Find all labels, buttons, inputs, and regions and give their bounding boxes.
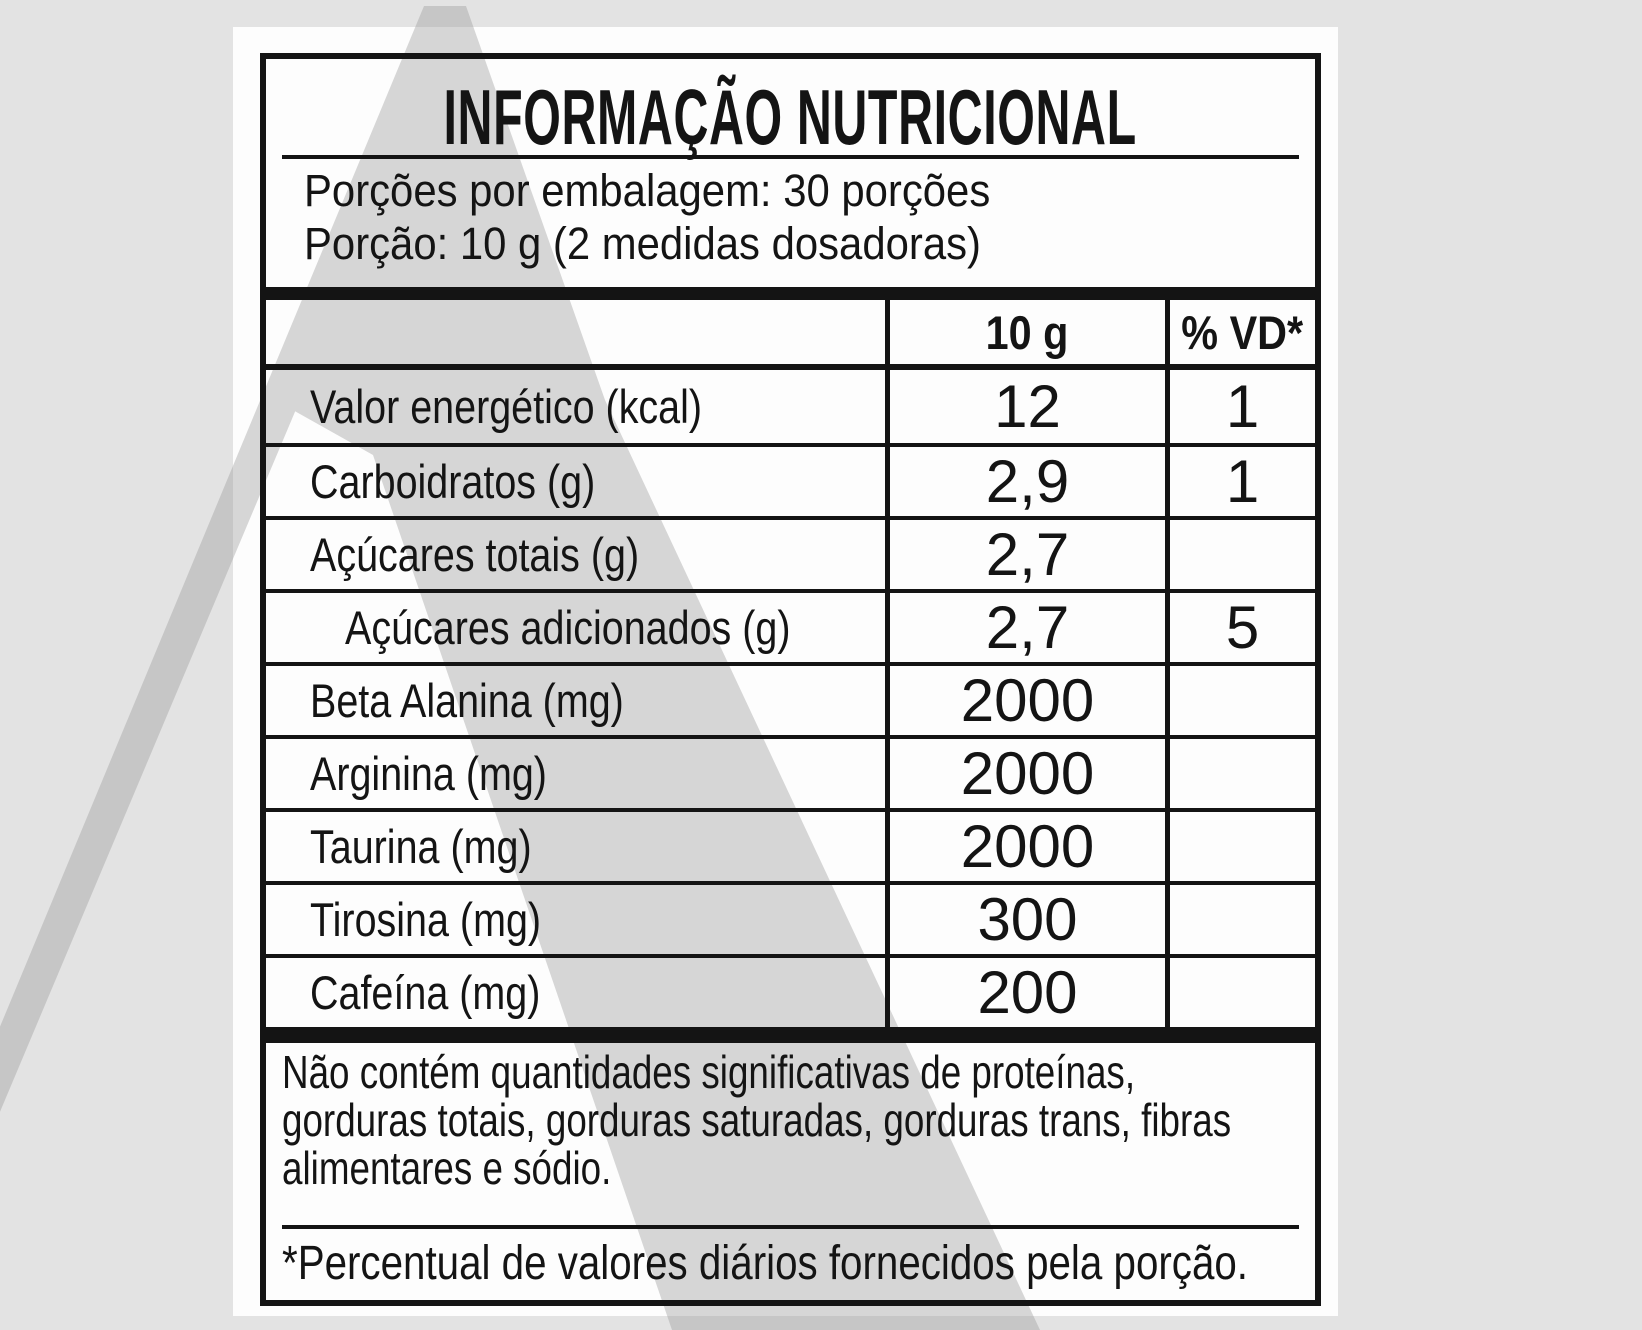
servings-per-package: Porções por embalagem: 30 porções: [304, 165, 991, 216]
header-nutrient-cell: [266, 300, 890, 364]
amount-value: 200: [977, 959, 1078, 1026]
amount-value: 2000: [960, 740, 1095, 807]
row-amount-value: 300: [890, 885, 1170, 954]
thick-bar-bottom: [266, 1027, 1315, 1043]
dv-value: 5: [1225, 594, 1260, 661]
amount-value: 2000: [960, 667, 1095, 734]
nutrient-name: Valor energético (kcal): [310, 380, 703, 433]
amount-value: 2,7: [985, 594, 1070, 661]
header-amount-label: 10 g: [986, 305, 1069, 359]
nutrient-name: Açúcares totais (g): [310, 528, 640, 581]
row-dv-value: [1170, 739, 1315, 808]
row-dv-value: 1: [1170, 447, 1315, 516]
nutrient-name: Arginina (mg): [310, 747, 547, 800]
header-dv-label: % VD*: [1181, 305, 1304, 359]
row-nutrient-label: Valor energético (kcal): [266, 370, 890, 443]
row-nutrient-label: Taurina (mg): [266, 812, 890, 881]
amount-value: 2,7: [985, 521, 1070, 588]
amount-value: 2000: [960, 813, 1095, 880]
note-divider: [282, 1225, 1299, 1229]
amount-value: 12: [994, 373, 1061, 440]
nutrient-name: Açúcares adicionados (g): [345, 601, 791, 654]
daily-value-footnote-text: *Percentual de valores diários fornecido…: [282, 1237, 1249, 1290]
note-line: gorduras totais, gorduras saturadas, gor…: [282, 1094, 1232, 1146]
table-row: Valor energético (kcal) 12 1: [266, 370, 1315, 443]
label-frame: INFORMAÇÃO NUTRICIONAL Porções por embal…: [260, 53, 1321, 1306]
row-dv-value: [1170, 885, 1315, 954]
row-nutrient-label: Carboidratos (g): [266, 447, 890, 516]
row-amount-value: 2000: [890, 739, 1170, 808]
row-dv-value: [1170, 520, 1315, 589]
table-row: Cafeína (mg) 200: [266, 954, 1315, 1027]
table-row: Açúcares totais (g) 2,7: [266, 516, 1315, 589]
row-dv-value: 5: [1170, 593, 1315, 662]
row-amount-value: 2000: [890, 812, 1170, 881]
note-line: Não contém quantidades significativas de…: [282, 1046, 1136, 1098]
dv-value: 1: [1225, 373, 1260, 440]
label-sheet: [233, 27, 1338, 1316]
nutrition-table-body: Valor energético (kcal) 12 1 Carboidratos (…: [266, 370, 1315, 1027]
table-row: Beta Alanina (mg) 2000: [266, 662, 1315, 735]
thick-bar-top: [266, 287, 1315, 300]
serving-info: Porções por embalagem: 30 porções Porção…: [304, 164, 1042, 270]
row-amount-value: 12: [890, 370, 1170, 443]
table-row: Tirosina (mg) 300: [266, 881, 1315, 954]
daily-value-footnote: *Percentual de valores diários fornecido…: [282, 1239, 1312, 1289]
nutrient-name: Tirosina (mg): [310, 893, 542, 946]
row-nutrient-label: Arginina (mg): [266, 739, 890, 808]
row-nutrient-label: Açúcares adicionados (g): [266, 593, 890, 662]
row-nutrient-label: Tirosina (mg): [266, 885, 890, 954]
nutrient-name: Beta Alanina (mg): [310, 674, 624, 727]
label-title-wrap: INFORMAÇÃO NUTRICIONAL: [266, 71, 1315, 163]
amount-value: 2,9: [985, 448, 1070, 515]
row-dv-value: [1170, 958, 1315, 1027]
portion-size: Porção: 10 g (2 medidas dosadoras): [304, 218, 981, 269]
row-nutrient-label: Cafeína (mg): [266, 958, 890, 1027]
insignificant-amounts-note: Não contém quantidades significativas de…: [282, 1048, 1312, 1192]
row-dv-value: [1170, 812, 1315, 881]
title-divider: [282, 155, 1299, 159]
amount-value: 300: [977, 886, 1078, 953]
nutrition-table: 10 g % VD* Valor energético (kcal) 12 1 Car…: [266, 300, 1315, 1027]
row-dv-value: 1: [1170, 370, 1315, 443]
row-amount-value: 200: [890, 958, 1170, 1027]
table-row: Taurina (mg) 2000: [266, 808, 1315, 881]
nutrient-name: Cafeína (mg): [310, 966, 541, 1019]
row-nutrient-label: Beta Alanina (mg): [266, 666, 890, 735]
table-row: Açúcares adicionados (g) 2,7 5: [266, 589, 1315, 662]
header-amount-cell: 10 g: [890, 300, 1170, 364]
note-line: alimentares e sódio.: [282, 1142, 612, 1194]
table-row: Arginina (mg) 2000: [266, 735, 1315, 808]
row-amount-value: 2000: [890, 666, 1170, 735]
row-nutrient-label: Açúcares totais (g): [266, 520, 890, 589]
table-header-row: 10 g % VD*: [266, 300, 1315, 370]
header-dv-cell: % VD*: [1170, 300, 1315, 364]
dv-value: 1: [1225, 448, 1260, 515]
nutrient-name: Taurina (mg): [310, 820, 532, 873]
row-amount-value: 2,7: [890, 593, 1170, 662]
row-dv-value: [1170, 666, 1315, 735]
nutrient-name: Carboidratos (g): [310, 455, 596, 508]
table-row: Carboidratos (g) 2,9 1: [266, 443, 1315, 516]
row-amount-value: 2,7: [890, 520, 1170, 589]
row-amount-value: 2,9: [890, 447, 1170, 516]
page-title: INFORMAÇÃO NUTRICIONAL: [443, 72, 1138, 161]
